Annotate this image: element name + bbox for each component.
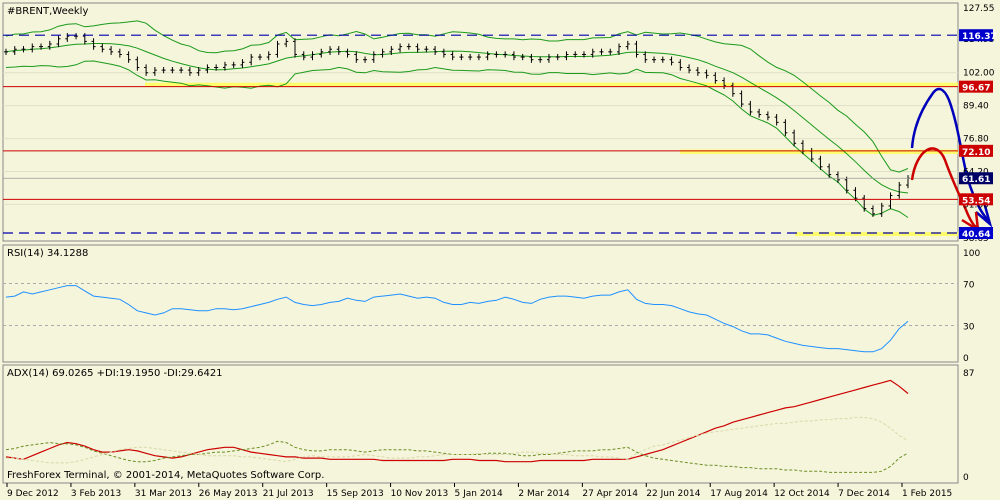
rsi-tick-label: 0 xyxy=(963,354,969,364)
band-upper-line xyxy=(5,20,909,173)
adx-title: ADX(14) 69.0265 +DI:19.1950 -DI:29.6421 xyxy=(7,368,223,379)
rsi-line xyxy=(5,285,909,353)
price-tick-label: 127.55 xyxy=(963,4,995,14)
level-price-tag xyxy=(959,144,993,157)
x-tick-label: 27 Apr 2014 xyxy=(582,489,638,499)
projection-path-red xyxy=(910,147,978,230)
level-price-tag xyxy=(959,172,993,185)
minus-di-line xyxy=(6,416,909,464)
price-tick-label: 76.80 xyxy=(963,135,989,145)
x-tick-label: 7 Dec 2014 xyxy=(838,489,890,499)
level-price-label: 53.54 xyxy=(962,196,990,206)
support-resistance-zone xyxy=(680,149,958,154)
x-tick-label: 22 Jun 2014 xyxy=(646,489,700,499)
x-tick-label: 2 Mar 2014 xyxy=(518,489,570,499)
level-price-tag xyxy=(959,80,993,93)
x-tick-label: 3 Feb 2013 xyxy=(71,489,121,499)
x-tick-label: 1 Feb 2015 xyxy=(902,489,952,499)
adx-pane[interactable] xyxy=(2,364,959,484)
copyright-text: FreshForex Terminal, © 2001-2014, MetaQu… xyxy=(7,470,324,481)
support-resistance-zone xyxy=(145,82,958,87)
adx-tick-label: 87 xyxy=(963,369,974,379)
x-tick-label: 26 May 2013 xyxy=(199,489,258,499)
level-price-label: 72.10 xyxy=(962,148,990,158)
support-resistance-zone xyxy=(795,232,958,237)
price-chart-title: #BRENT,Weekly xyxy=(7,6,88,17)
x-tick-label: 12 Oct 2014 xyxy=(774,489,830,499)
price-tick-label: 38.65 xyxy=(963,234,989,244)
rsi-title: RSI(14) 34.1288 xyxy=(7,248,88,259)
level-price-label: 116.37 xyxy=(962,32,997,42)
level-price-label: 96.67 xyxy=(962,84,990,94)
level-price-tag xyxy=(959,227,993,240)
rsi-tick-label: 30 xyxy=(963,323,975,333)
rsi-tick-label: 70 xyxy=(963,281,975,291)
projection-arrowhead-blue xyxy=(975,201,993,228)
x-tick-label: 31 Mar 2013 xyxy=(135,489,192,499)
x-tick-label: 5 Jan 2014 xyxy=(455,489,503,499)
projection-up-path-blue xyxy=(910,87,989,221)
level-price-label: 61.61 xyxy=(962,175,990,185)
x-tick-label: 10 Nov 2013 xyxy=(391,489,449,499)
x-tick-label: 21 Jul 2013 xyxy=(263,489,314,499)
level-price-tag xyxy=(959,193,993,206)
level-price-tag xyxy=(959,29,993,42)
level-price-label: 40.64 xyxy=(962,230,990,240)
x-tick-label: 17 Aug 2014 xyxy=(710,489,768,499)
x-tick-label: 9 Dec 2012 xyxy=(7,489,59,499)
price-tick-label: 89.40 xyxy=(963,102,989,112)
price-pane[interactable] xyxy=(2,2,959,242)
adx-line xyxy=(5,379,909,463)
price-tick-label: 102.00 xyxy=(963,69,995,79)
band-lower-line xyxy=(5,60,909,218)
x-tick-label: 15 Sep 2013 xyxy=(327,489,384,499)
adx-tick-label: 0 xyxy=(963,473,969,483)
price-tick-label: 51.60 xyxy=(963,200,989,210)
rsi-tick-label: 100 xyxy=(963,249,980,259)
